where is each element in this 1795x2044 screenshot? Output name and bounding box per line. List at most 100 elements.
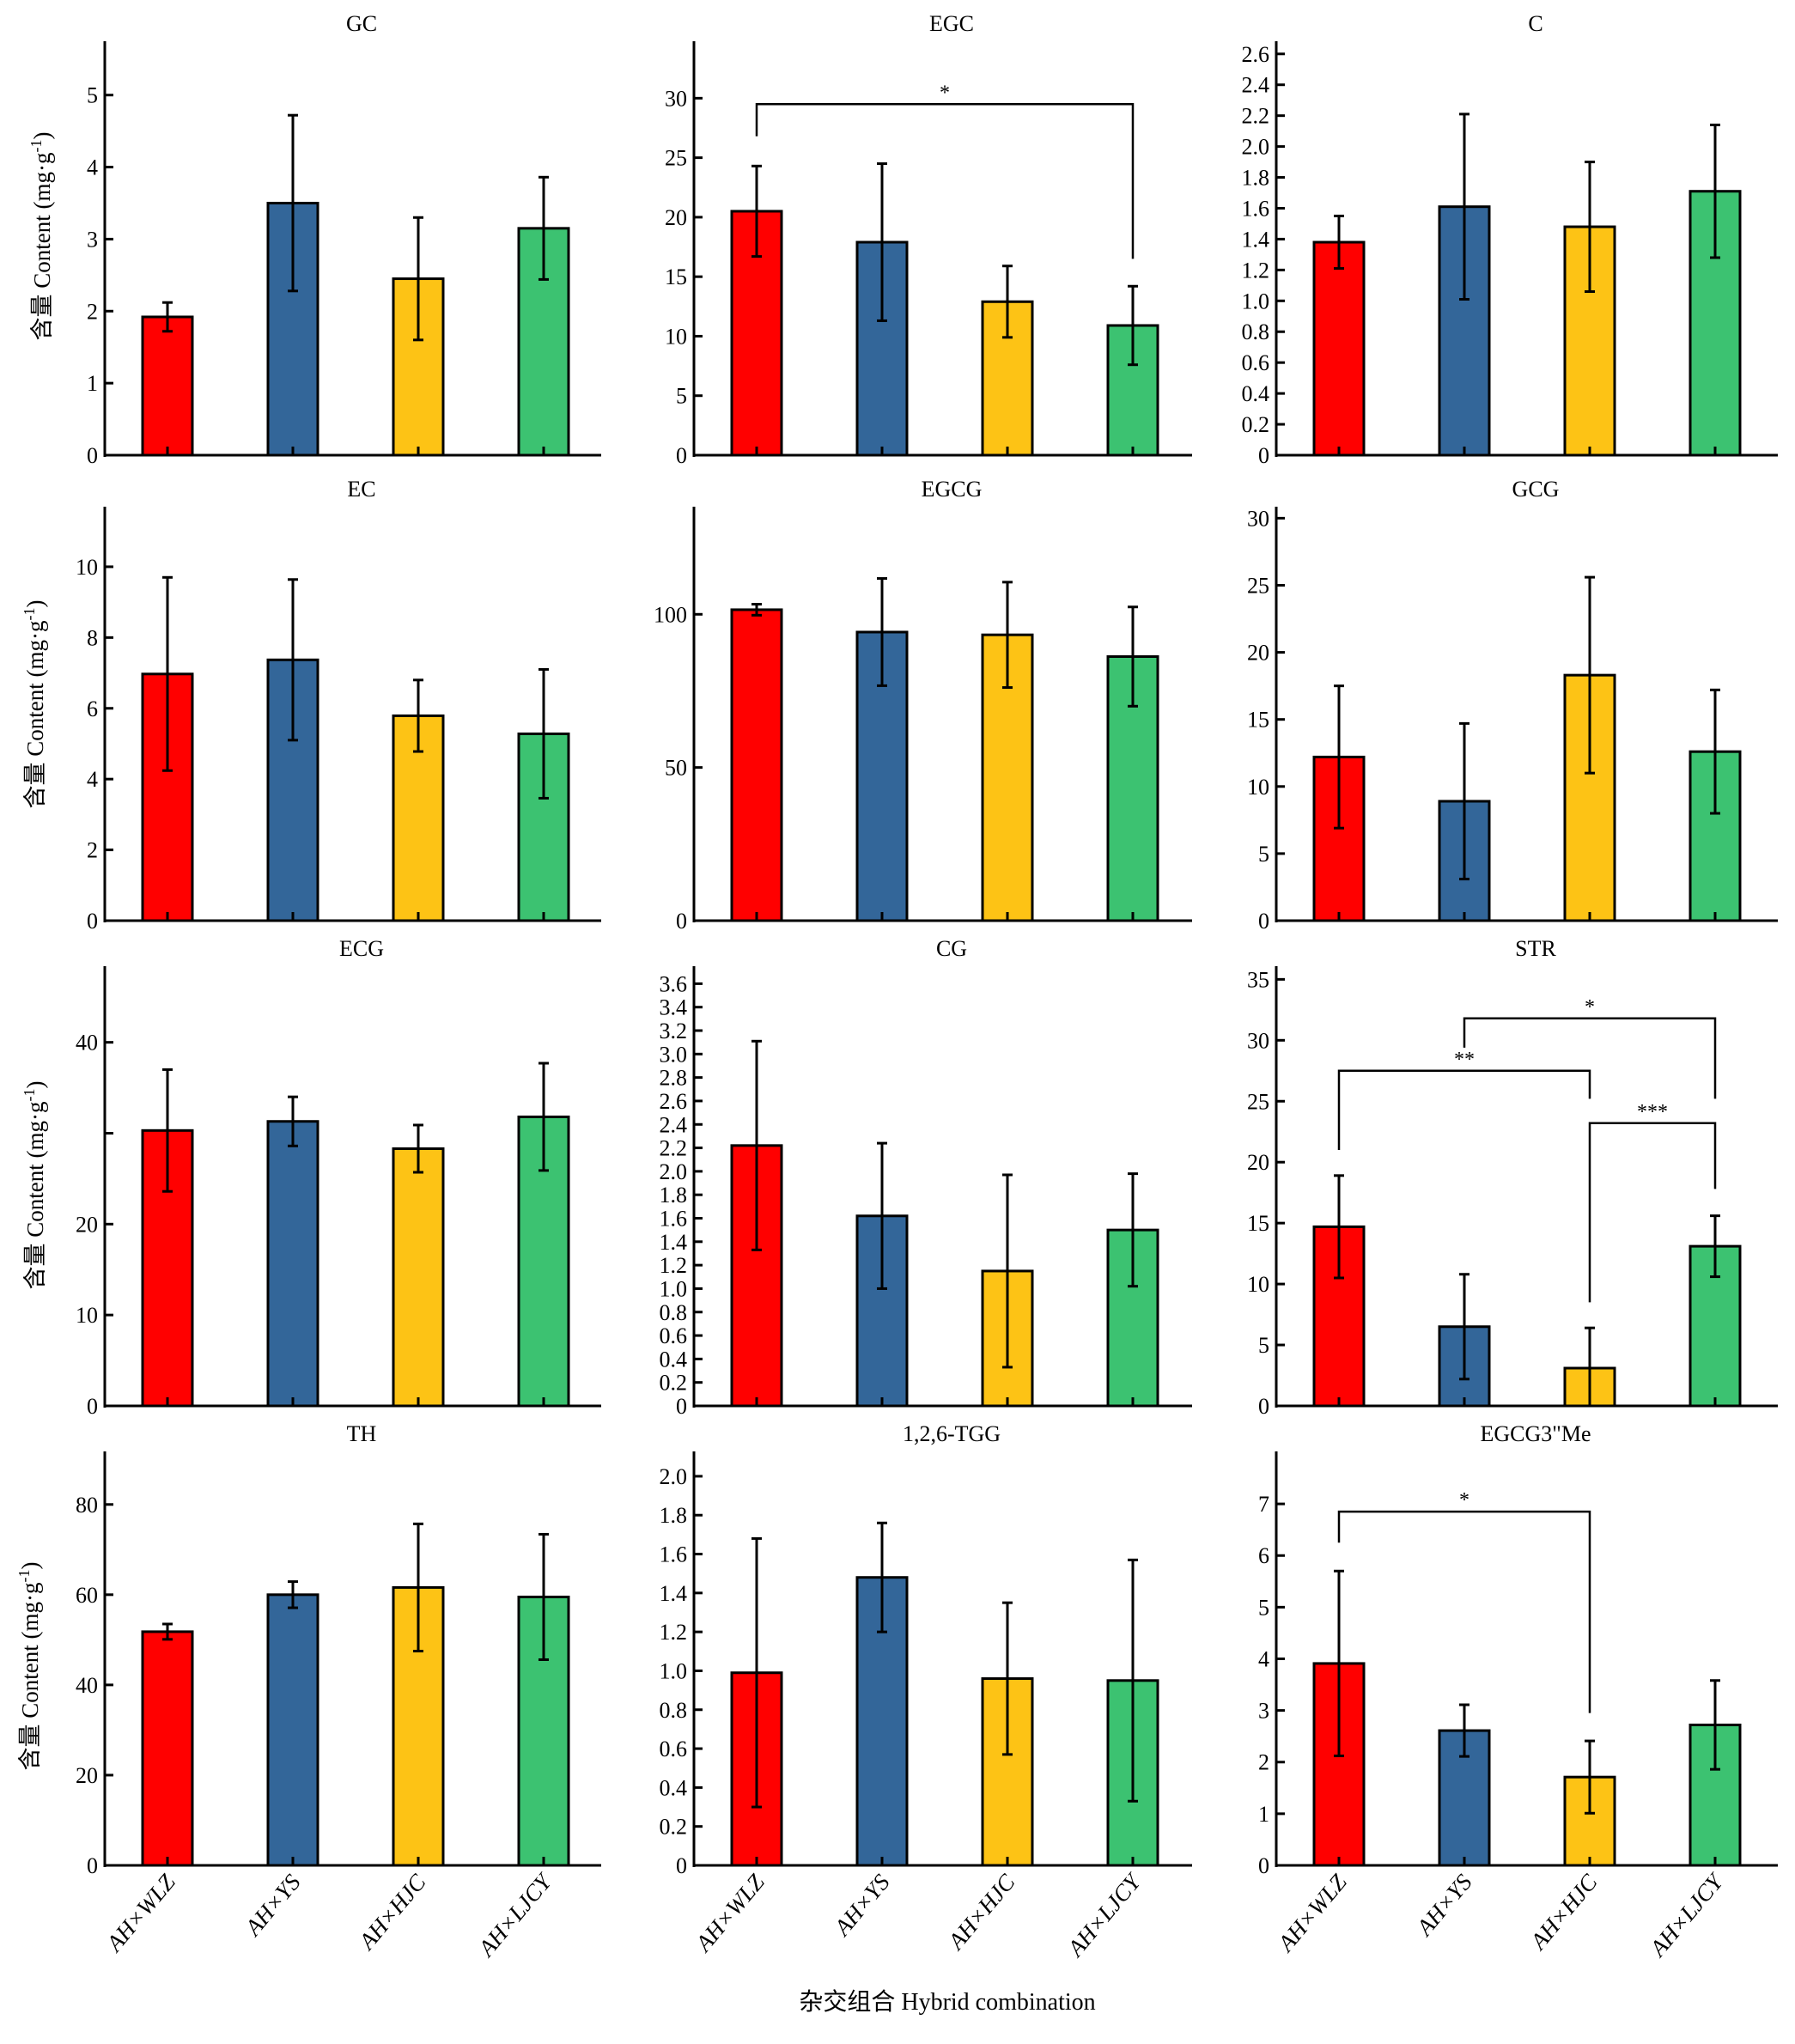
y-tick-label: 40 xyxy=(76,1031,98,1055)
y-tick-label: 10 xyxy=(76,555,98,580)
y-tick-label: 2.2 xyxy=(660,1136,688,1161)
y-tick-label: 5 xyxy=(676,384,687,409)
y-tick-label: 1.8 xyxy=(1242,166,1270,191)
y-tick-label: 0 xyxy=(676,443,687,468)
y-tick-label: 10 xyxy=(1247,775,1269,800)
y-tick-label: 2.4 xyxy=(660,1112,688,1137)
y-axis-title-row3: 含量 Content (mg·g-1) xyxy=(21,1081,48,1290)
y-axis-title: 含量 Content (mg·g-1) xyxy=(21,600,48,809)
significance-label: * xyxy=(1459,1489,1469,1512)
y-tick-label: 1.4 xyxy=(1242,227,1270,252)
y-tick-label: 2.6 xyxy=(1242,42,1270,67)
y-tick-label: 20 xyxy=(1247,1150,1269,1175)
y-tick-label: 0.4 xyxy=(660,1347,688,1372)
y-axis-title-row1: 含量 Content (mg·g-1) xyxy=(27,132,55,341)
y-tick-label: 3.0 xyxy=(660,1042,688,1067)
significance-label: ** xyxy=(1454,1049,1475,1071)
y-tick-label: 1.8 xyxy=(660,1183,688,1208)
y-tick-label: 20 xyxy=(76,1763,98,1788)
x-category-label: AH×WLZ xyxy=(1272,1869,1353,1957)
y-tick-label: 2.2 xyxy=(1242,104,1270,129)
bar-ahxys xyxy=(266,1120,319,1408)
y-tick-label: 5 xyxy=(1258,1333,1269,1358)
y-tick-label: 0.4 xyxy=(660,1775,688,1800)
y-tick-label: 25 xyxy=(1247,573,1269,598)
y-tick-label: 1 xyxy=(87,371,98,396)
y-tick-label: 1.2 xyxy=(660,1620,688,1645)
panel-1-2-6-tgg: 1,2,6-TGG 0 0.2 0.4 0.6 0.8 1.0 1.2 1.4 1.6 1.8 2.0… xyxy=(660,1421,1192,1962)
y-tick-label: 1.0 xyxy=(660,1276,688,1301)
y-tick-label: 1.6 xyxy=(1242,196,1270,221)
y-tick-label: 1.6 xyxy=(660,1207,688,1232)
significance-bracket xyxy=(1588,1122,1717,1303)
panel-title: EGC xyxy=(929,11,974,36)
x-category-label: AH×HJC xyxy=(1524,1869,1603,1956)
y-tick-label: 100 xyxy=(654,602,687,627)
panel-title: STR xyxy=(1515,936,1556,961)
y-tick-label: 1.4 xyxy=(660,1230,688,1255)
panel-gc: GC 0 1 2 3 4 5 xyxy=(87,11,601,468)
significance-label: * xyxy=(940,82,950,104)
significance-bracket xyxy=(1463,1017,1717,1099)
panel-title: C xyxy=(1528,11,1542,36)
y-tick-label: 2.6 xyxy=(660,1089,688,1114)
y-tick-label: 0.8 xyxy=(660,1698,688,1723)
y-tick-label: 15 xyxy=(1247,1211,1269,1236)
panel-egcg: EGCG 0 50 100 xyxy=(654,477,1192,934)
y-tick-label: 3 xyxy=(87,227,98,252)
y-tick-label: 1.2 xyxy=(1242,258,1270,283)
bar-ahxwlz xyxy=(141,315,194,457)
y-tick-label: 0.2 xyxy=(660,1815,688,1840)
y-tick-label: 0.2 xyxy=(660,1371,688,1396)
y-tick-label: 20 xyxy=(665,205,687,230)
significance-label: * xyxy=(1585,996,1595,1019)
y-tick-label: 4 xyxy=(87,155,98,180)
y-tick-label: 10 xyxy=(665,324,687,349)
y-tick-label: 3.2 xyxy=(660,1019,688,1043)
panel-title: GCG xyxy=(1512,477,1560,502)
y-tick-label: 6 xyxy=(87,697,98,721)
panel-title: ECG xyxy=(339,936,384,961)
significance-bracket xyxy=(755,103,1135,259)
y-tick-label: 1.0 xyxy=(660,1658,688,1683)
y-tick-label: 0.2 xyxy=(1242,412,1270,437)
x-category-label: AH×HJC xyxy=(942,1869,1021,1956)
x-category-label: AH×WLZ xyxy=(100,1869,181,1957)
y-tick-label: 10 xyxy=(76,1303,98,1328)
y-tick-label: 4 xyxy=(1258,1646,1269,1671)
y-tick-label: 0 xyxy=(676,909,687,934)
y-tick-label: 3 xyxy=(1258,1699,1269,1724)
y-tick-label: 2 xyxy=(1258,1750,1269,1775)
y-tick-label: 3.6 xyxy=(660,971,688,996)
y-tick-label: 60 xyxy=(76,1583,98,1608)
y-tick-label: 1.2 xyxy=(660,1253,688,1278)
x-category-label: AH×LJCY xyxy=(472,1867,558,1962)
bar-ahxhjc xyxy=(392,1147,445,1408)
y-tick-label: 0 xyxy=(1258,909,1269,934)
y-tick-label: 5 xyxy=(1258,1595,1269,1620)
x-category-label: AH×YS xyxy=(1410,1869,1477,1942)
y-axis-title: 含量 Content (mg·g-1) xyxy=(15,1562,43,1771)
y-tick-label: 0 xyxy=(87,909,98,934)
y-tick-label: 5 xyxy=(87,83,98,108)
y-tick-label: 20 xyxy=(1247,641,1269,666)
bar-ahxwlz xyxy=(141,1630,194,1867)
y-axis-title: 含量 Content (mg·g-1) xyxy=(27,132,55,341)
y-tick-label: 2.8 xyxy=(660,1066,688,1091)
y-tick-label: 0.6 xyxy=(1242,350,1270,375)
x-category-label: AH×WLZ xyxy=(690,1869,770,1957)
y-tick-label: 2.0 xyxy=(660,1464,688,1489)
panel-title: 1,2,6-TGG xyxy=(903,1421,1001,1446)
bar-ahxwlz xyxy=(1312,240,1366,457)
y-tick-label: 0 xyxy=(87,443,98,468)
y-tick-label: 1 xyxy=(1258,1802,1269,1827)
y-tick-label: 15 xyxy=(1247,708,1269,733)
y-tick-label: 0.8 xyxy=(660,1300,688,1325)
bar-ahxys xyxy=(266,1593,319,1867)
panel-ec: EC 0 2 4 6 8 10 xyxy=(76,477,601,934)
y-tick-label: 2.0 xyxy=(660,1159,688,1184)
y-tick-label: 30 xyxy=(1247,1028,1269,1053)
bar-ahxwlz xyxy=(730,608,783,922)
